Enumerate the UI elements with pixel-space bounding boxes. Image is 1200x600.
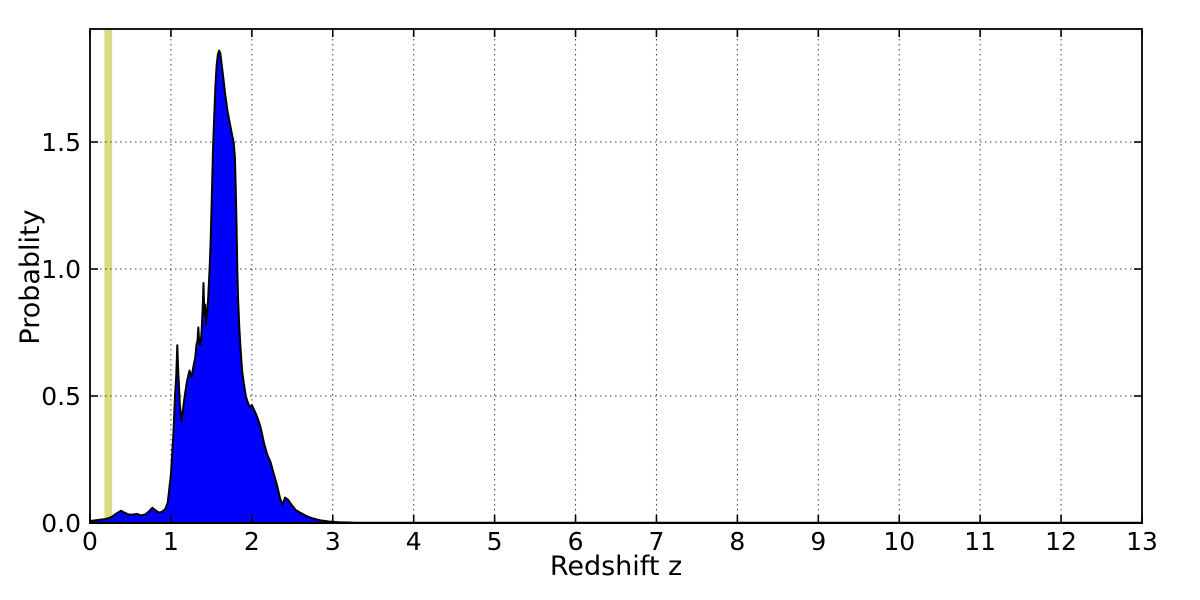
spec-z-highlight-band xyxy=(104,29,113,523)
x-tick-label: 8 xyxy=(729,527,745,556)
x-tick-label: 2 xyxy=(244,527,260,556)
x-axis-label: Redshift z xyxy=(549,551,683,582)
x-tick-label: 13 xyxy=(1126,527,1158,556)
y-tick-label: 1.0 xyxy=(41,255,81,284)
x-tick-label: 6 xyxy=(568,527,584,556)
y-tick-label: 0.0 xyxy=(41,509,81,538)
y-tick-label: 1.5 xyxy=(41,128,81,157)
y-axis-label: Probablity xyxy=(15,209,46,345)
tick-label-layer: 0 1 2 3 4 5 6 7 8 9 10 11 12 130.00.51.01.5 xyxy=(41,128,1158,556)
x-tick-label: 11 xyxy=(964,527,996,556)
photo-z-probability-density xyxy=(89,49,1143,524)
x-tick-label: 1 xyxy=(163,527,179,556)
x-tick-label: 9 xyxy=(810,527,826,556)
x-tick-label: 10 xyxy=(883,527,915,556)
x-tick-label: 7 xyxy=(649,527,665,556)
gridline-layer xyxy=(90,29,1142,523)
x-tick-label: 3 xyxy=(325,527,341,556)
pdf-area-layer xyxy=(89,49,1143,524)
y-tick-label: 0.5 xyxy=(41,382,81,411)
x-tick-label: 0 xyxy=(82,527,98,556)
plot-border xyxy=(89,28,1143,524)
x-tick-label: 5 xyxy=(487,527,503,556)
x-tick-label: 4 xyxy=(406,527,422,556)
highlight-band-layer xyxy=(104,29,113,523)
plot-border-layer xyxy=(89,28,1143,524)
x-tick-label: 12 xyxy=(1045,527,1077,556)
